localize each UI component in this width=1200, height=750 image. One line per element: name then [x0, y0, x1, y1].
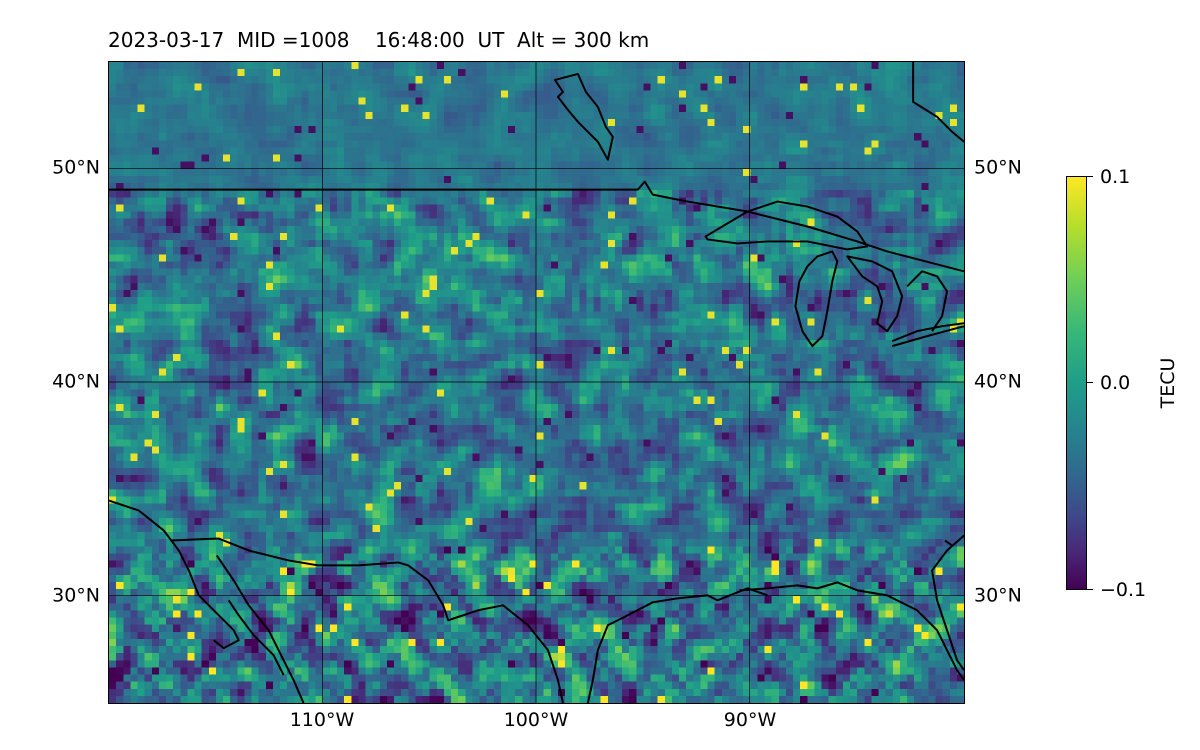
sonora-coast: [227, 599, 285, 676]
border-us-canada: [109, 180, 964, 273]
florida-tip: [944, 539, 953, 547]
lon-label-100w: 100°W: [503, 709, 569, 731]
colorbar-tick-min: [1087, 589, 1093, 590]
lake-winnipeg: [553, 72, 614, 161]
map-title: 2023-03-17 MID =1008 16:48:00 UT Alt = 3…: [108, 28, 650, 52]
mexico-west-coast: [215, 554, 305, 703]
lat-label-30n-left: 30°N: [52, 584, 100, 607]
lon-label-90w: 90°W: [723, 709, 777, 731]
florida-coast: [931, 534, 964, 671]
colorbar-tick-max: [1087, 176, 1093, 177]
colorbar: [1066, 176, 1087, 590]
lat-label-40n-left: 40°N: [52, 370, 100, 393]
lon-label-110w: 110°W: [289, 709, 355, 731]
gulf-coast-texas: [586, 587, 768, 703]
coastlines: [109, 62, 964, 703]
map-overlay: [109, 62, 964, 703]
lake-huron-east: [906, 270, 949, 332]
lat-label-40n-right: 40°N: [974, 370, 1022, 393]
lat-label-30n-right: 30°N: [974, 584, 1022, 607]
colorbar-title: TECU: [1157, 357, 1179, 409]
colorbar-label-max: 0.1: [1100, 166, 1131, 188]
hudson-bay-coast: [912, 62, 964, 143]
lat-label-50n-left: 50°N: [52, 156, 100, 179]
lake-huron: [846, 255, 904, 333]
lake-erie: [891, 322, 964, 348]
lake-michigan: [794, 250, 839, 348]
border-us-mexico: [170, 537, 564, 703]
colorbar-label-zero: 0.0: [1100, 372, 1131, 394]
gulf-coast-east: [739, 581, 964, 681]
lat-label-50n-right: 50°N: [974, 156, 1022, 179]
colorbar-tick-zero: [1087, 382, 1093, 383]
colorbar-label-min: −0.1: [1100, 579, 1147, 601]
graticule: [109, 62, 964, 703]
baja-coast: [109, 499, 240, 650]
lake-superior: [704, 200, 869, 251]
tec-map[interactable]: [108, 61, 965, 704]
